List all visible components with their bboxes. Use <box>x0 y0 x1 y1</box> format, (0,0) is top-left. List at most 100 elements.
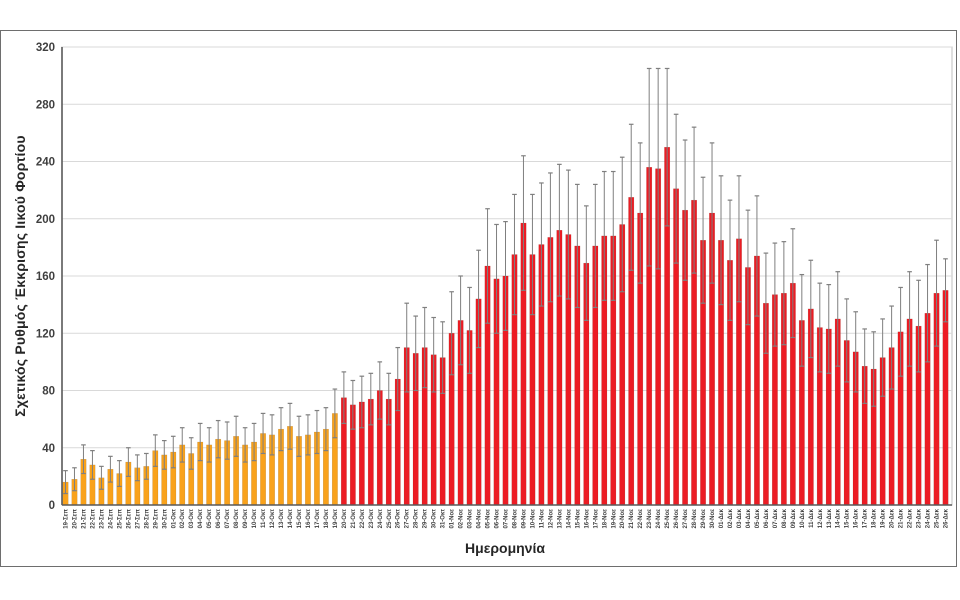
x-tick-label-22-Οκτ: 22-Οκτ <box>360 509 366 529</box>
y-tick-label-80: 80 <box>42 386 55 398</box>
x-tick-label-20-Νοε: 20-Νοε <box>620 509 626 529</box>
x-tick-label-26-Οκτ: 26-Οκτ <box>396 509 402 529</box>
y-tick-label-40: 40 <box>42 443 55 455</box>
x-tick-label-19-Σεπ: 19-Σεπ <box>64 509 70 529</box>
x-tick-label-26-Δεκ: 26-Δεκ <box>944 508 950 528</box>
x-tick-label-09-Δεκ: 09-Δεκ <box>791 508 797 528</box>
x-tick-label-16-Οκτ: 16-Οκτ <box>306 509 312 529</box>
x-tick-label-18-Νοε: 18-Νοε <box>602 509 608 529</box>
x-tick-label-09-Νοε: 09-Νοε <box>521 509 527 529</box>
x-tick-label-03-Οκτ: 03-Οκτ <box>189 509 195 529</box>
x-tick-label-29-Νοε: 29-Νοε <box>701 509 707 529</box>
x-tick-label-27-Νοε: 27-Νοε <box>683 509 689 529</box>
x-tick-label-19-Οκτ: 19-Οκτ <box>333 509 339 529</box>
x-tick-label-24-Σεπ: 24-Σεπ <box>108 509 114 529</box>
x-tick-label-01-Νοε: 01-Νοε <box>450 509 456 529</box>
x-tick-label-17-Νοε: 17-Νοε <box>593 509 599 529</box>
x-tick-label-22-Νοε: 22-Νοε <box>638 509 644 529</box>
x-tick-label-01-Οκτ: 01-Οκτ <box>171 509 177 529</box>
x-tick-label-17-Οκτ: 17-Οκτ <box>315 509 321 529</box>
x-tick-label-07-Οκτ: 07-Οκτ <box>225 509 231 529</box>
x-tick-label-30-Σεπ: 30-Σεπ <box>162 509 168 529</box>
x-tick-label-16-Δεκ: 16-Δεκ <box>854 508 860 528</box>
x-tick-label-28-Σεπ: 28-Σεπ <box>144 509 150 529</box>
x-tick-label-10-Δεκ: 10-Δεκ <box>800 508 806 528</box>
y-tick-label-240: 240 <box>36 157 55 169</box>
x-axis-title: Ημερομηνία <box>465 540 545 556</box>
x-tick-label-02-Οκτ: 02-Οκτ <box>180 509 186 529</box>
x-tick-label-14-Νοε: 14-Νοε <box>566 509 572 529</box>
x-tick-label-28-Οκτ: 28-Οκτ <box>414 509 420 529</box>
x-tick-label-18-Δεκ: 18-Δεκ <box>872 508 878 528</box>
y-tick-label-120: 120 <box>36 328 55 340</box>
x-tick-label-03-Νοε: 03-Νοε <box>468 509 474 529</box>
x-tick-label-04-Δεκ: 04-Δεκ <box>746 508 752 528</box>
y-tick-label-200: 200 <box>36 214 55 226</box>
x-tick-label-25-Νοε: 25-Νοε <box>665 509 671 529</box>
x-tick-label-31-Οκτ: 31-Οκτ <box>441 509 447 529</box>
x-tick-label-21-Δεκ: 21-Δεκ <box>899 508 905 528</box>
x-tick-label-05-Νοε: 05-Νοε <box>486 509 492 529</box>
x-tick-label-08-Οκτ: 08-Οκτ <box>234 509 240 529</box>
x-tick-label-25-Οκτ: 25-Οκτ <box>387 509 393 529</box>
x-tick-label-25-Σεπ: 25-Σεπ <box>117 509 123 529</box>
x-tick-label-16-Νοε: 16-Νοε <box>584 509 590 529</box>
x-tick-label-29-Οκτ: 29-Οκτ <box>423 509 429 529</box>
x-tick-label-05-Οκτ: 05-Οκτ <box>207 509 213 529</box>
x-tick-label-10-Οκτ: 10-Οκτ <box>252 509 258 529</box>
x-tick-label-01-Δεκ: 01-Δεκ <box>719 508 725 528</box>
x-tick-label-30-Οκτ: 30-Οκτ <box>432 509 438 529</box>
x-tick-label-12-Νοε: 12-Νοε <box>548 509 554 529</box>
x-tick-label-13-Οκτ: 13-Οκτ <box>279 509 285 529</box>
x-tick-label-24-Νοε: 24-Νοε <box>656 509 662 529</box>
x-tick-label-26-Νοε: 26-Νοε <box>674 509 680 529</box>
x-tick-label-21-Σεπ: 21-Σεπ <box>81 509 87 529</box>
y-tick-label-0: 0 <box>49 500 55 512</box>
x-tick-label-12-Οκτ: 12-Οκτ <box>270 509 276 529</box>
x-tick-label-27-Οκτ: 27-Οκτ <box>405 509 411 529</box>
x-tick-label-02-Νοε: 02-Νοε <box>459 509 465 529</box>
x-tick-label-10-Νοε: 10-Νοε <box>530 509 536 529</box>
x-tick-label-06-Νοε: 06-Νοε <box>495 509 501 529</box>
x-tick-label-29-Σεπ: 29-Σεπ <box>153 509 159 529</box>
x-tick-label-22-Σεπ: 22-Σεπ <box>90 509 96 529</box>
x-tick-label-12-Δεκ: 12-Δεκ <box>818 508 824 528</box>
x-tick-label-20-Σεπ: 20-Σεπ <box>72 509 78 529</box>
x-tick-label-09-Οκτ: 09-Οκτ <box>243 509 249 529</box>
x-tick-label-15-Νοε: 15-Νοε <box>575 509 581 529</box>
x-tick-label-27-Σεπ: 27-Σεπ <box>135 509 141 529</box>
x-tick-label-11-Δεκ: 11-Δεκ <box>809 508 815 528</box>
x-tick-label-07-Δεκ: 07-Δεκ <box>773 508 779 528</box>
x-tick-label-19-Νοε: 19-Νοε <box>611 509 617 529</box>
x-tick-label-04-Οκτ: 04-Οκτ <box>198 509 204 529</box>
x-tick-label-28-Νοε: 28-Νοε <box>692 509 698 529</box>
bar-26-Δεκ <box>942 290 949 506</box>
x-tick-label-11-Οκτ: 11-Οκτ <box>261 509 267 528</box>
x-tick-label-08-Δεκ: 08-Δεκ <box>782 508 788 528</box>
x-tick-label-03-Δεκ: 03-Δεκ <box>737 508 743 528</box>
x-tick-label-13-Δεκ: 13-Δεκ <box>827 508 833 528</box>
x-tick-label-02-Δεκ: 02-Δεκ <box>728 508 734 528</box>
x-tick-label-23-Σεπ: 23-Σεπ <box>99 509 105 529</box>
x-tick-label-18-Οκτ: 18-Οκτ <box>324 509 330 529</box>
x-tick-label-15-Οκτ: 15-Οκτ <box>297 509 303 529</box>
x-tick-label-05-Δεκ: 05-Δεκ <box>755 508 761 528</box>
x-tick-label-24-Δεκ: 24-Δεκ <box>926 508 932 528</box>
y-tick-label-280: 280 <box>36 99 55 111</box>
x-tick-label-21-Οκτ: 21-Οκτ <box>351 509 357 529</box>
x-tick-label-14-Οκτ: 14-Οκτ <box>288 509 294 529</box>
x-tick-label-07-Νοε: 07-Νοε <box>504 509 510 529</box>
x-tick-label-23-Δεκ: 23-Δεκ <box>917 508 923 528</box>
x-tick-label-20-Οκτ: 20-Οκτ <box>342 509 348 529</box>
y-axis-title: Σχετικός Ρυθμός Έκκρισης Ιικού Φορτίου <box>12 135 28 417</box>
x-tick-label-06-Οκτ: 06-Οκτ <box>216 509 222 529</box>
x-tick-label-14-Δεκ: 14-Δεκ <box>836 508 842 528</box>
x-tick-label-25-Δεκ: 25-Δεκ <box>935 508 941 528</box>
x-tick-label-15-Δεκ: 15-Δεκ <box>845 508 851 528</box>
x-tick-label-23-Νοε: 23-Νοε <box>647 509 653 529</box>
x-tick-label-24-Οκτ: 24-Οκτ <box>378 509 384 529</box>
x-tick-label-30-Νοε: 30-Νοε <box>710 509 716 529</box>
x-tick-label-11-Νοε: 11-Νοε <box>539 509 545 528</box>
